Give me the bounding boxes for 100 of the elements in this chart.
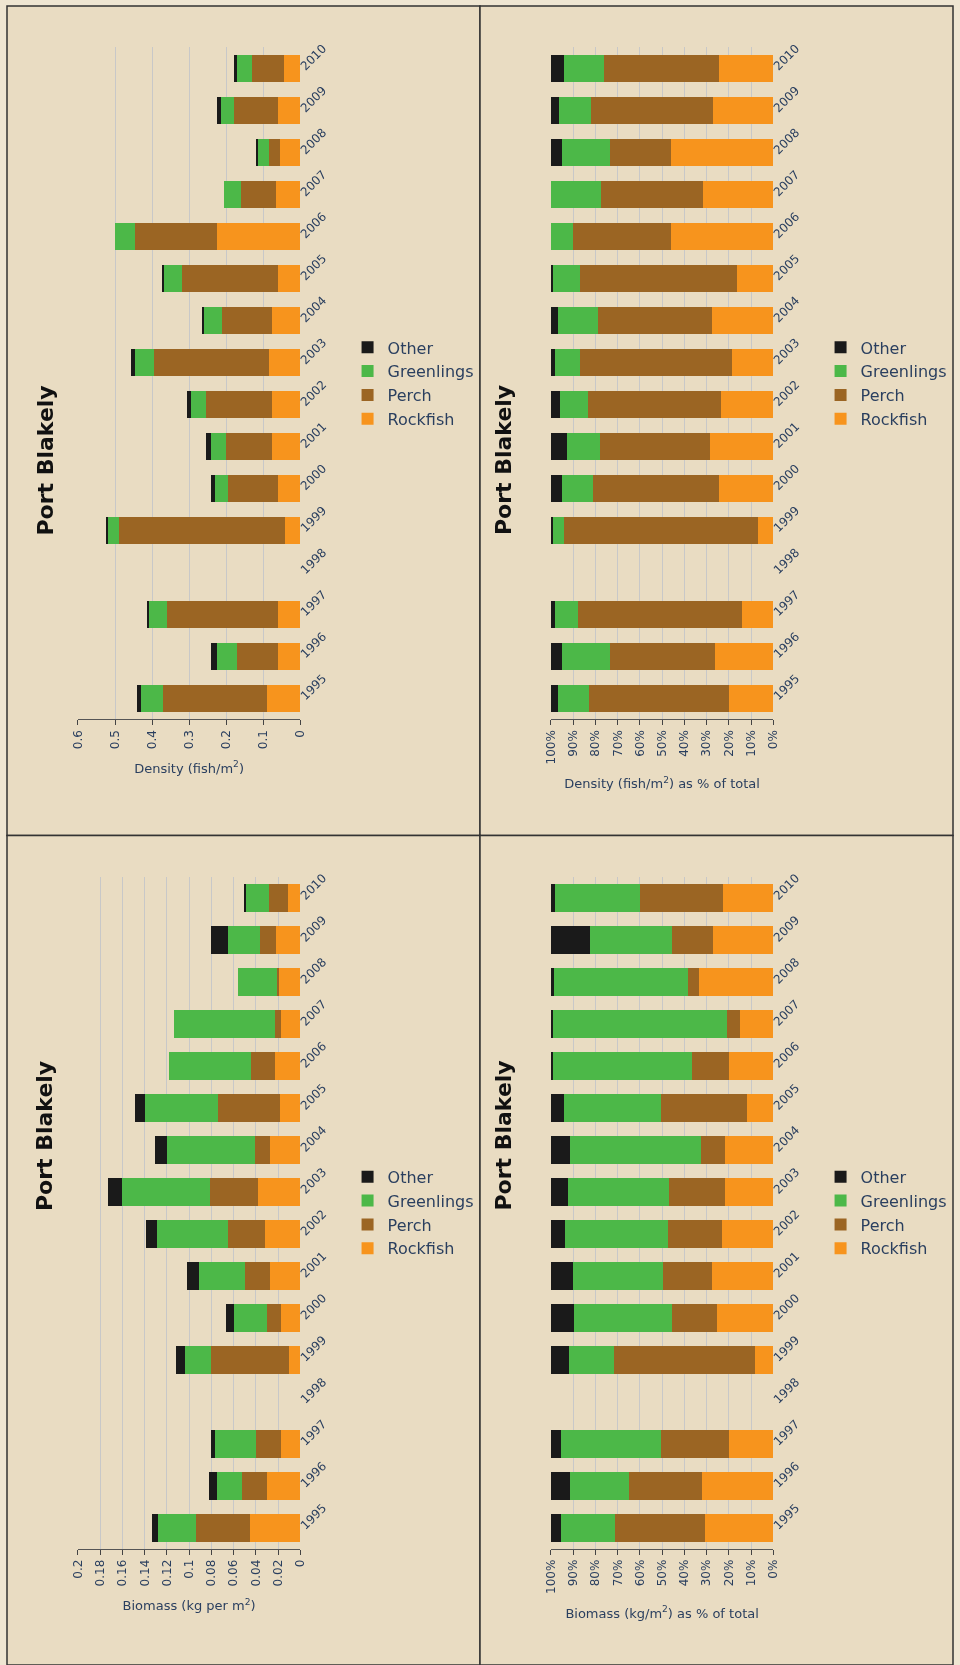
bar bbox=[589, 926, 673, 954]
bar bbox=[550, 1136, 570, 1164]
bar bbox=[254, 1136, 271, 1164]
bar bbox=[135, 222, 217, 251]
bar bbox=[211, 474, 216, 503]
bar bbox=[639, 884, 724, 912]
bar bbox=[278, 968, 301, 996]
bar bbox=[199, 1262, 245, 1290]
legend-label: Other bbox=[387, 1168, 434, 1188]
bar bbox=[289, 1346, 301, 1374]
bar bbox=[288, 884, 301, 912]
bar bbox=[725, 1178, 774, 1206]
bar bbox=[161, 264, 164, 293]
bar bbox=[163, 264, 182, 293]
bar bbox=[672, 926, 714, 954]
bar bbox=[713, 96, 774, 125]
bar bbox=[550, 1514, 561, 1542]
bar bbox=[609, 642, 716, 671]
bar bbox=[255, 138, 258, 167]
bar bbox=[550, 1430, 561, 1458]
bar bbox=[550, 474, 563, 503]
bar bbox=[705, 1514, 774, 1542]
x-tick-label: 40% bbox=[677, 730, 692, 757]
bar bbox=[550, 1262, 574, 1290]
x-tick-label: 70% bbox=[610, 730, 625, 757]
bar bbox=[755, 1346, 774, 1374]
x-tick-label: 60% bbox=[632, 730, 647, 757]
bar bbox=[279, 138, 301, 167]
bar bbox=[225, 1304, 234, 1332]
bar bbox=[564, 1094, 661, 1122]
bar bbox=[552, 1010, 727, 1038]
bar bbox=[555, 348, 580, 377]
legend-label: Other bbox=[860, 338, 907, 358]
bar bbox=[255, 1430, 282, 1458]
bar bbox=[550, 1094, 565, 1122]
bar bbox=[579, 264, 737, 293]
x-tick-label: 100% bbox=[543, 730, 558, 765]
x-axis-title: Density (fish/m$^{2}$) bbox=[134, 759, 244, 776]
bar bbox=[153, 348, 269, 377]
x-tick-label: 20% bbox=[721, 1559, 736, 1587]
bar bbox=[243, 884, 246, 912]
bar bbox=[703, 180, 774, 209]
bar bbox=[555, 600, 578, 629]
bar bbox=[166, 1136, 255, 1164]
bar bbox=[258, 1178, 301, 1206]
bar bbox=[240, 180, 277, 209]
bar bbox=[173, 1010, 275, 1038]
bar bbox=[562, 474, 594, 503]
bar bbox=[195, 1514, 251, 1542]
bar bbox=[140, 684, 164, 713]
bar bbox=[228, 1220, 265, 1248]
bar bbox=[713, 926, 774, 954]
bar bbox=[228, 474, 279, 503]
bar bbox=[237, 642, 279, 671]
x-tick-label: 0.14 bbox=[137, 1559, 152, 1587]
bar bbox=[560, 1430, 661, 1458]
bar bbox=[550, 884, 556, 912]
bar bbox=[712, 1262, 774, 1290]
bar bbox=[550, 180, 601, 209]
bar bbox=[566, 432, 600, 461]
text: Port Blakely bbox=[490, 1060, 516, 1211]
x-tick-label: 0.08 bbox=[204, 1559, 219, 1587]
bar bbox=[550, 390, 560, 419]
bar bbox=[281, 1430, 301, 1458]
bar bbox=[157, 1514, 196, 1542]
legend-label: Greenlings bbox=[387, 362, 474, 382]
x-tick-label: 80% bbox=[588, 730, 603, 757]
x-tick-label: 40% bbox=[677, 1559, 692, 1587]
x-tick-label: 0.4 bbox=[144, 730, 159, 750]
bar bbox=[668, 1178, 726, 1206]
bar bbox=[564, 516, 758, 545]
bar bbox=[269, 884, 289, 912]
bar bbox=[252, 54, 284, 83]
bar bbox=[660, 1430, 729, 1458]
bar bbox=[244, 1262, 271, 1290]
bar bbox=[233, 1304, 267, 1332]
bar bbox=[746, 1094, 774, 1122]
bar bbox=[663, 1262, 713, 1290]
bar bbox=[562, 138, 610, 167]
bar bbox=[577, 600, 743, 629]
legend-label: Perch bbox=[860, 1215, 905, 1235]
bar bbox=[732, 348, 774, 377]
bar bbox=[122, 1178, 211, 1206]
bar bbox=[266, 1304, 282, 1332]
bar bbox=[216, 1472, 243, 1500]
bar bbox=[211, 642, 217, 671]
bar bbox=[550, 1052, 553, 1080]
x-tick-label: 30% bbox=[699, 730, 714, 757]
bar bbox=[667, 1220, 723, 1248]
bar bbox=[687, 968, 699, 996]
bar bbox=[181, 264, 279, 293]
bar bbox=[723, 884, 774, 912]
x-tick-label: 20% bbox=[721, 730, 736, 757]
bar bbox=[671, 138, 774, 167]
bar bbox=[604, 54, 719, 83]
bar bbox=[257, 138, 269, 167]
legend-label: Rockfish bbox=[860, 1239, 928, 1259]
bar bbox=[251, 1052, 275, 1080]
x-tick-label: 0 bbox=[293, 730, 308, 738]
x-tick-label: 50% bbox=[655, 1559, 670, 1587]
